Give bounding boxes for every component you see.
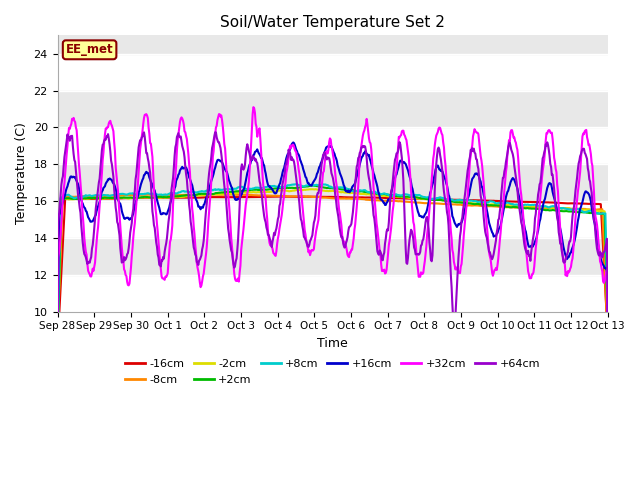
Line: -8cm: -8cm — [58, 194, 608, 343]
-8cm — [417, 200, 424, 205]
+64cm — [211, 130, 219, 135]
+2cm — [120, 194, 128, 200]
+2cm — [54, 345, 61, 350]
-8cm — [205, 192, 213, 198]
+16cm — [400, 159, 408, 165]
+64cm — [604, 323, 612, 328]
-8cm — [176, 192, 184, 198]
+8cm — [205, 187, 213, 193]
+8cm — [417, 192, 424, 198]
+16cm — [289, 140, 297, 145]
+2cm — [205, 192, 213, 197]
+64cm — [176, 134, 184, 140]
+64cm — [451, 325, 458, 331]
+8cm — [400, 192, 408, 197]
+2cm — [63, 195, 71, 201]
-2cm — [54, 345, 61, 350]
+2cm — [176, 193, 184, 199]
-8cm — [211, 192, 218, 197]
Bar — [58, 164, 608, 201]
+16cm — [176, 168, 184, 173]
+16cm — [120, 216, 128, 221]
+8cm — [176, 190, 184, 195]
+2cm — [417, 195, 424, 201]
-16cm — [63, 196, 71, 202]
Line: +32cm: +32cm — [58, 107, 608, 343]
Line: +2cm: +2cm — [58, 185, 608, 348]
-16cm — [205, 194, 213, 200]
+64cm — [417, 249, 424, 255]
+8cm — [63, 192, 71, 198]
X-axis label: Time: Time — [317, 337, 348, 350]
-2cm — [176, 194, 184, 200]
-16cm — [604, 333, 612, 338]
Bar — [58, 91, 608, 128]
+32cm — [120, 266, 128, 272]
+32cm — [63, 143, 71, 149]
Bar — [58, 238, 608, 275]
-8cm — [63, 194, 71, 200]
-2cm — [312, 186, 319, 192]
+64cm — [63, 132, 71, 137]
+2cm — [604, 324, 612, 330]
+32cm — [176, 119, 184, 125]
+32cm — [205, 210, 213, 216]
-16cm — [275, 193, 282, 199]
+32cm — [604, 340, 612, 346]
+8cm — [54, 345, 61, 350]
+16cm — [205, 187, 213, 192]
+2cm — [308, 182, 316, 188]
Bar — [58, 54, 608, 91]
Legend: -16cm, -8cm, -2cm, +2cm, +8cm, +16cm, +32cm, +64cm: -16cm, -8cm, -2cm, +2cm, +8cm, +16cm, +3… — [121, 355, 544, 389]
Line: +16cm: +16cm — [58, 143, 608, 356]
-16cm — [54, 345, 61, 350]
-8cm — [120, 192, 128, 198]
+16cm — [417, 213, 424, 219]
Y-axis label: Temperature (C): Temperature (C) — [15, 122, 28, 225]
+64cm — [54, 313, 61, 319]
+8cm — [293, 181, 301, 187]
-16cm — [176, 195, 184, 201]
-16cm — [120, 195, 128, 201]
Line: +64cm: +64cm — [58, 132, 608, 328]
-2cm — [205, 192, 213, 198]
-2cm — [120, 195, 128, 201]
-16cm — [417, 196, 424, 202]
-2cm — [63, 196, 71, 202]
-2cm — [604, 323, 612, 328]
-8cm — [400, 199, 408, 204]
-8cm — [604, 340, 612, 346]
+2cm — [400, 194, 408, 200]
Text: EE_met: EE_met — [66, 43, 113, 56]
Bar — [58, 201, 608, 238]
-2cm — [417, 196, 424, 202]
-8cm — [54, 334, 61, 339]
+16cm — [54, 353, 61, 359]
+32cm — [250, 104, 257, 110]
-2cm — [400, 194, 408, 200]
Bar — [58, 275, 608, 312]
+64cm — [205, 171, 213, 177]
+16cm — [604, 322, 612, 327]
Line: +8cm: +8cm — [58, 184, 608, 348]
Title: Soil/Water Temperature Set 2: Soil/Water Temperature Set 2 — [220, 15, 445, 30]
Line: -16cm: -16cm — [58, 196, 608, 348]
+32cm — [417, 274, 424, 280]
Bar — [58, 17, 608, 54]
+64cm — [400, 200, 408, 205]
+64cm — [120, 254, 128, 260]
+8cm — [604, 317, 612, 323]
+32cm — [400, 132, 408, 137]
+32cm — [54, 336, 61, 341]
Line: -2cm: -2cm — [58, 189, 608, 348]
+8cm — [120, 192, 128, 197]
-16cm — [400, 195, 408, 201]
Bar — [58, 128, 608, 164]
+16cm — [63, 183, 71, 189]
